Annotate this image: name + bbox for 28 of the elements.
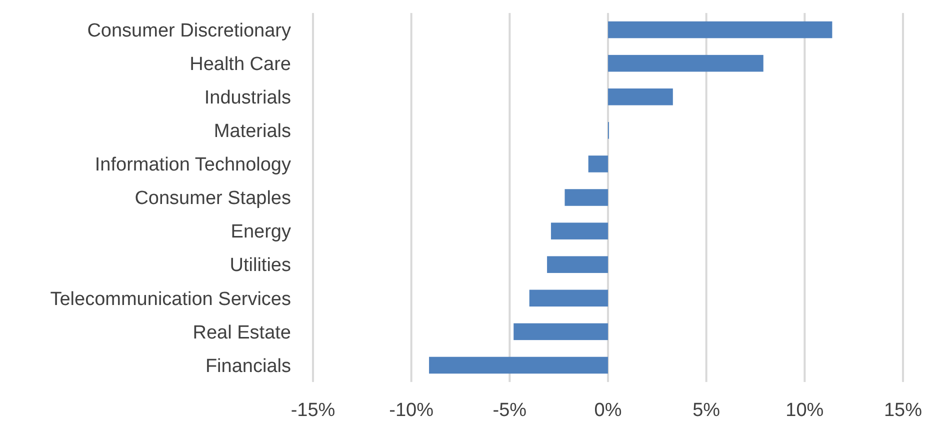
y-tick-label: Health Care bbox=[190, 54, 291, 75]
bar bbox=[514, 323, 608, 340]
y-tick-label: Consumer Staples bbox=[134, 188, 291, 210]
bar bbox=[429, 356, 608, 374]
y-tick-label: Utilities bbox=[230, 255, 291, 276]
bar bbox=[564, 189, 608, 206]
bar bbox=[608, 88, 673, 106]
x-tick-label: 15% bbox=[884, 400, 922, 421]
x-tick-label: 0% bbox=[594, 400, 622, 421]
x-tick-label: -15% bbox=[290, 400, 336, 421]
y-tick-label: Energy bbox=[230, 222, 292, 243]
y-tick-label: Consumer Discretionary bbox=[87, 20, 292, 42]
x-tick-label: -5% bbox=[492, 400, 527, 421]
bar bbox=[550, 222, 608, 240]
y-tick-label: Real Estate bbox=[192, 322, 291, 344]
y-tick-label: Information Technology bbox=[94, 154, 292, 176]
bar bbox=[588, 156, 608, 172]
bar bbox=[608, 54, 764, 72]
x-tick-label: -10% bbox=[389, 400, 434, 421]
y-tick-label: Materials bbox=[214, 121, 291, 142]
y-tick-label: Financials bbox=[205, 356, 291, 377]
x-tick-label: 10% bbox=[786, 400, 824, 421]
y-tick-label: Industrials bbox=[204, 88, 291, 109]
bar bbox=[547, 256, 608, 273]
x-tick-label: 5% bbox=[692, 400, 720, 421]
y-tick-label: Telecommunication Services bbox=[50, 288, 291, 310]
bar bbox=[529, 290, 608, 307]
bar bbox=[608, 21, 832, 38]
